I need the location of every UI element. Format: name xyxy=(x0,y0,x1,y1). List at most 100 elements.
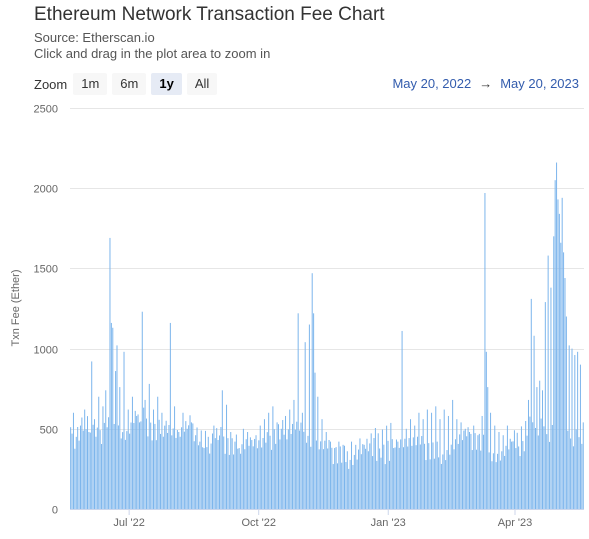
fee-bar xyxy=(321,419,323,509)
fee-bar xyxy=(261,447,263,509)
fee-bar xyxy=(263,419,265,509)
fee-bar xyxy=(438,457,440,509)
fee-bar xyxy=(299,430,301,509)
fee-bar xyxy=(85,429,87,509)
fee-bar xyxy=(265,442,267,509)
fee-bar xyxy=(422,419,424,509)
y-tick-label: 500 xyxy=(40,425,58,437)
fee-bar xyxy=(334,448,336,509)
fee-bar xyxy=(301,412,303,509)
fee-bar xyxy=(230,432,232,509)
fee-bar xyxy=(252,446,254,509)
fee-bar xyxy=(460,422,462,509)
fee-bar xyxy=(417,436,419,509)
fee-bar xyxy=(522,441,524,509)
fee-bar xyxy=(547,255,549,509)
zoom-1m-button[interactable]: 1m xyxy=(73,73,108,95)
fee-bar xyxy=(369,443,371,509)
fee-bar xyxy=(126,431,128,509)
fee-bar xyxy=(325,432,327,509)
fee-bar xyxy=(561,197,563,509)
fee-bar xyxy=(424,443,426,509)
fee-bar xyxy=(435,406,437,509)
fee-bar xyxy=(447,415,449,509)
fee-bar xyxy=(154,423,156,509)
fee-bar xyxy=(197,445,199,509)
fee-bar xyxy=(78,440,80,509)
fee-bar xyxy=(329,441,331,509)
fee-bar xyxy=(439,419,441,509)
fee-bar xyxy=(363,444,365,509)
fee-bar xyxy=(512,441,514,509)
fee-bar xyxy=(579,364,581,509)
fee-bar xyxy=(443,409,445,509)
fee-bar xyxy=(105,390,107,509)
fee-bar xyxy=(429,459,431,509)
fee-bar xyxy=(563,252,565,510)
fee-bar xyxy=(113,424,115,509)
range-end-date[interactable]: May 20, 2023 xyxy=(500,76,579,91)
fee-bar xyxy=(182,412,184,509)
fee-bar xyxy=(456,419,458,509)
fee-bar xyxy=(262,438,264,509)
fee-bar xyxy=(402,447,404,509)
fee-bar xyxy=(470,433,472,509)
zoom-6m-button[interactable]: 6m xyxy=(112,73,147,95)
fee-bar xyxy=(280,428,282,509)
fee-bar xyxy=(315,440,317,509)
fee-bar xyxy=(220,427,222,509)
fee-bar xyxy=(477,435,479,509)
fee-bar xyxy=(254,438,256,509)
fee-bar xyxy=(314,372,316,509)
fee-bar xyxy=(103,422,105,509)
fee-bar xyxy=(502,435,504,509)
fee-bar xyxy=(124,439,126,509)
fee-bar xyxy=(418,412,420,509)
fee-bar xyxy=(509,438,511,509)
fee-bar xyxy=(348,468,350,509)
zoom-1y-button[interactable]: 1y xyxy=(151,73,182,95)
fee-bar xyxy=(115,371,117,509)
fee-bar xyxy=(505,445,507,509)
zoom-all-button[interactable]: All xyxy=(186,73,218,95)
fee-bar xyxy=(189,415,191,509)
fee-bar xyxy=(303,431,305,509)
fee-bar xyxy=(338,441,340,509)
fee-bar xyxy=(286,439,288,509)
fee-bar xyxy=(344,445,345,509)
fee-bar xyxy=(235,434,237,509)
fee-bar xyxy=(494,425,496,509)
fee-bar xyxy=(79,425,81,509)
fee-bar xyxy=(134,410,136,509)
range-start-date[interactable]: May 20, 2022 xyxy=(392,76,472,91)
fee-bar xyxy=(172,428,174,509)
fee-bar xyxy=(82,430,84,509)
fee-bar xyxy=(199,441,201,509)
fee-bar xyxy=(176,430,178,509)
fee-bar xyxy=(77,427,79,509)
fee-bar xyxy=(352,464,354,509)
fee-bar xyxy=(157,396,159,509)
fee-bar xyxy=(74,448,76,509)
fee-bar xyxy=(112,327,114,509)
chart-title: Ethereum Network Transaction Fee Chart xyxy=(34,4,385,25)
fee-bar xyxy=(397,441,399,509)
fee-bar xyxy=(497,453,499,509)
fee-bar xyxy=(328,440,330,509)
fee-bar xyxy=(518,446,520,509)
fee-bar xyxy=(207,436,209,509)
fee-bar xyxy=(415,445,417,509)
fee-bar xyxy=(374,428,376,509)
fee-bar xyxy=(527,399,529,509)
fee-bar xyxy=(131,396,133,509)
fee-bar xyxy=(144,399,146,509)
fee-bar xyxy=(549,441,551,509)
fee-bar xyxy=(464,428,466,509)
fee-bar xyxy=(567,430,569,509)
fee-bar xyxy=(200,430,202,509)
zoom-label: Zoom xyxy=(34,76,68,92)
fee-bar xyxy=(335,447,337,509)
fee-bar xyxy=(495,462,497,509)
fee-bar xyxy=(249,437,251,509)
